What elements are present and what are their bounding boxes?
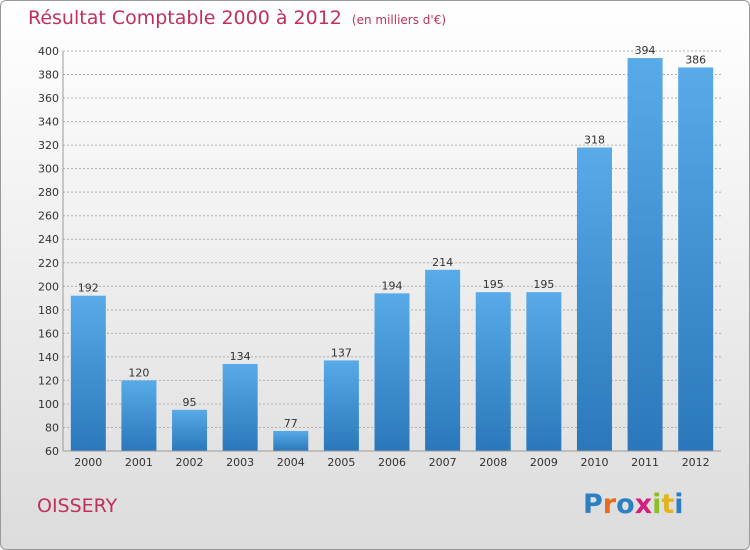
x-tick-label: 2009 bbox=[530, 456, 558, 469]
y-tick-label: 200 bbox=[38, 280, 59, 293]
data-label: 192 bbox=[78, 282, 99, 295]
bar-2004[interactable] bbox=[273, 431, 309, 451]
logo-letter: P bbox=[583, 489, 603, 520]
x-tick-label: 2005 bbox=[327, 456, 355, 469]
y-tick-label: 240 bbox=[38, 233, 59, 246]
bar-2003[interactable] bbox=[222, 363, 258, 451]
logo-letter: x bbox=[634, 489, 653, 520]
y-tick-label: 100 bbox=[38, 398, 59, 411]
proxiti-logo[interactable]: Proxiti bbox=[583, 489, 684, 520]
x-tick-label: 2006 bbox=[378, 456, 406, 469]
y-tick-label: 360 bbox=[38, 92, 59, 105]
chart-subtitle: (en milliers d'€) bbox=[351, 13, 447, 27]
bar-2011[interactable] bbox=[627, 58, 663, 451]
x-tick-label: 2000 bbox=[74, 456, 102, 469]
logo-letter: r bbox=[602, 489, 617, 520]
logo-letter: o bbox=[616, 489, 635, 520]
x-tick-label: 2012 bbox=[682, 456, 710, 469]
x-tick-label: 2008 bbox=[479, 456, 507, 469]
bar-2007[interactable] bbox=[425, 269, 461, 451]
y-tick-label: 80 bbox=[45, 421, 59, 434]
x-tick-label: 2010 bbox=[580, 456, 608, 469]
bar-2012[interactable] bbox=[678, 67, 714, 452]
data-label: 194 bbox=[382, 279, 403, 292]
x-axis: 2000 2001 2002 2003 2004 2005 2006 2007 2008 2009… bbox=[63, 450, 721, 469]
data-label: 195 bbox=[483, 278, 504, 291]
data-label: 95 bbox=[183, 396, 197, 409]
data-label: 386 bbox=[685, 53, 706, 66]
x-tick-label: 2004 bbox=[277, 456, 305, 469]
data-label: 318 bbox=[584, 133, 605, 146]
y-tick-label: 60 bbox=[45, 445, 59, 458]
y-tick-label: 300 bbox=[38, 163, 59, 176]
chart-title: Résultat Comptable 2000 à 2012 (en millie… bbox=[28, 7, 446, 29]
data-label: 77 bbox=[284, 417, 298, 430]
x-tick-label: 2007 bbox=[429, 456, 457, 469]
bar-2000[interactable] bbox=[70, 295, 106, 451]
y-tick-label: 220 bbox=[38, 257, 59, 270]
y-tick-label: 280 bbox=[38, 186, 59, 199]
bar-2008[interactable] bbox=[475, 292, 511, 451]
logo-letter: t bbox=[661, 489, 675, 520]
y-tick-label: 260 bbox=[38, 210, 59, 223]
y-tick-label: 380 bbox=[38, 69, 59, 82]
y-tick-label: 120 bbox=[38, 374, 59, 387]
y-tick-label: 140 bbox=[38, 351, 59, 364]
x-tick-label: 2002 bbox=[176, 456, 204, 469]
data-label: 120 bbox=[128, 366, 149, 379]
data-label: 394 bbox=[635, 44, 656, 57]
bar-2010[interactable] bbox=[576, 147, 612, 451]
logo-letter: i bbox=[652, 489, 662, 520]
bar-2006[interactable] bbox=[374, 293, 410, 451]
bar-2001[interactable] bbox=[121, 380, 157, 451]
y-tick-label: 160 bbox=[38, 327, 59, 340]
bar-2002[interactable] bbox=[172, 409, 208, 451]
x-tick-label: 2003 bbox=[226, 456, 254, 469]
commune-name: OISSERY bbox=[37, 495, 118, 517]
y-axis: 60 80 100 120 140 160 180 200 220 240 260 280 300 320… bbox=[38, 45, 64, 458]
y-tick-label: 340 bbox=[38, 116, 59, 129]
y-tick-label: 400 bbox=[38, 45, 59, 58]
data-label: 195 bbox=[533, 278, 554, 291]
data-label: 134 bbox=[230, 350, 251, 363]
bar-2009[interactable] bbox=[526, 292, 562, 451]
data-label: 214 bbox=[432, 256, 453, 269]
chart-title-text: Résultat Comptable 2000 à 2012 bbox=[28, 7, 342, 29]
logo-letter: i bbox=[674, 489, 684, 520]
y-tick-label: 320 bbox=[38, 139, 59, 152]
y-tick-label: 180 bbox=[38, 304, 59, 317]
data-label: 137 bbox=[331, 346, 352, 359]
x-tick-label: 2001 bbox=[125, 456, 153, 469]
bar-2005[interactable] bbox=[323, 360, 359, 451]
bars: 192 120 95 134 77 137 194 214 195 195 318 394 386 bbox=[70, 44, 714, 452]
x-tick-label: 2011 bbox=[631, 456, 659, 469]
